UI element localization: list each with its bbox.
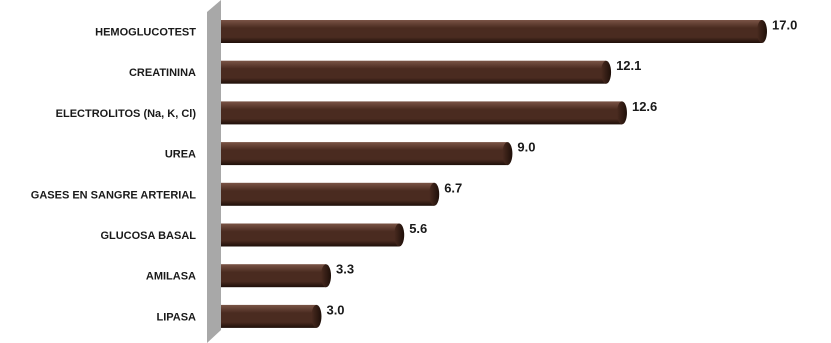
bar-end-cap bbox=[429, 182, 440, 206]
category-label: ELECTROLITOS (Na, K, Cl) bbox=[56, 108, 197, 120]
category-label: CREATININA bbox=[129, 67, 196, 79]
category-label: AMILASA bbox=[146, 271, 196, 283]
value-label: 6.7 bbox=[444, 180, 462, 195]
bar-end-cap bbox=[394, 223, 405, 247]
value-label: 12.6 bbox=[632, 99, 657, 114]
bar bbox=[221, 60, 607, 84]
category-label: UREA bbox=[165, 149, 196, 161]
chart-back-wall bbox=[207, 0, 221, 343]
value-label: 9.0 bbox=[517, 140, 535, 155]
bar bbox=[221, 223, 400, 247]
value-label: 3.3 bbox=[336, 262, 354, 277]
bar-end-cap bbox=[757, 20, 767, 43]
bars-group: HEMOGLUCOTEST 17.0 CREATININA 12.1 ELECTROLI… bbox=[31, 18, 797, 328]
category-label: LIPASA bbox=[156, 311, 196, 323]
category-label: GASES EN SANGRE ARTERIAL bbox=[31, 189, 197, 201]
bar-end-cap bbox=[601, 60, 612, 84]
bar-end-cap bbox=[616, 101, 627, 125]
category-label: GLUCOSA BASAL bbox=[100, 230, 196, 242]
bar bbox=[221, 264, 327, 288]
value-label: 5.6 bbox=[409, 221, 427, 236]
value-label: 17.0 bbox=[772, 18, 797, 33]
bar-end-cap bbox=[502, 142, 513, 166]
bar bbox=[221, 142, 508, 166]
value-label: 12.1 bbox=[616, 58, 641, 73]
bar-end-cap bbox=[321, 264, 332, 288]
bar bbox=[221, 182, 435, 206]
bar bbox=[221, 101, 622, 125]
category-label: HEMOGLUCOTEST bbox=[95, 27, 196, 39]
bar-end-cap bbox=[311, 304, 322, 328]
bar bbox=[221, 20, 762, 43]
bar bbox=[221, 304, 317, 328]
value-label: 3.0 bbox=[326, 302, 344, 317]
